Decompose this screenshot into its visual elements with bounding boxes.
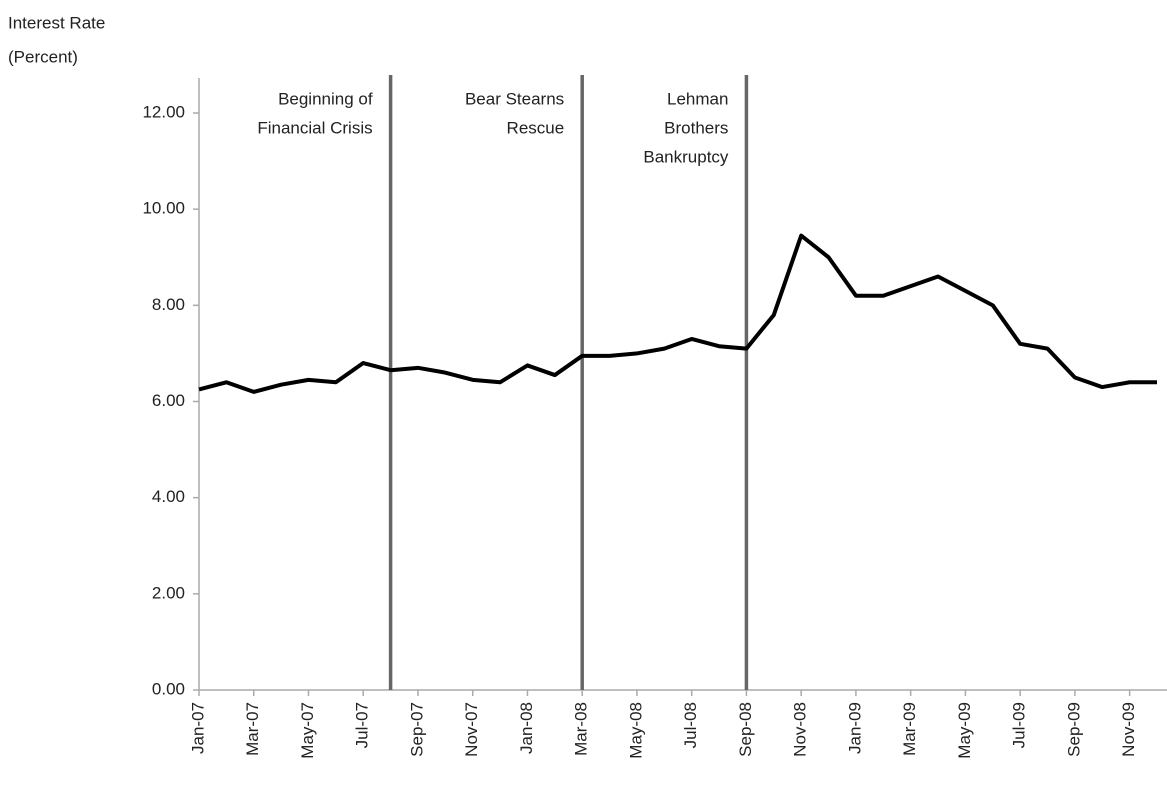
x-tick-label: Mar-07 xyxy=(243,702,262,756)
y-axis-title: (Percent) xyxy=(8,47,78,66)
x-tick-label: Nov-09 xyxy=(1119,702,1138,757)
annotation-text: Lehman xyxy=(667,89,728,108)
x-tick-label: Nov-08 xyxy=(791,702,810,757)
annotation-text: Bear Stearns xyxy=(465,89,564,108)
y-tick-label: 0.00 xyxy=(152,679,185,698)
x-tick-label: Jul-08 xyxy=(681,702,700,748)
annotation-text: Bankruptcy xyxy=(643,147,729,166)
y-axis-title: Interest Rate xyxy=(8,13,105,32)
y-tick-label: 2.00 xyxy=(152,583,185,602)
x-tick-label: May-08 xyxy=(626,702,645,759)
x-tick-label: Mar-09 xyxy=(900,702,919,756)
x-tick-label: May-07 xyxy=(298,702,317,759)
annotation-text: Brothers xyxy=(664,118,728,137)
y-tick-label: 12.00 xyxy=(142,102,185,121)
rate-line xyxy=(198,233,1157,394)
x-tick-label: Jul-09 xyxy=(1010,702,1029,748)
y-tick-label: 6.00 xyxy=(152,391,185,410)
y-tick-label: 4.00 xyxy=(152,487,185,506)
x-tick-label: Sep-09 xyxy=(1064,702,1083,757)
y-tick-label: 10.00 xyxy=(142,199,185,218)
x-tick-label: Jul-07 xyxy=(353,702,372,748)
x-tick-label: Jan-07 xyxy=(188,702,207,754)
x-tick-label: Jan-09 xyxy=(845,702,864,754)
annotation-text: Beginning of xyxy=(278,89,373,108)
x-tick-label: May-09 xyxy=(955,702,974,759)
x-tick-label: Mar-08 xyxy=(572,702,591,756)
x-tick-label: Jan-08 xyxy=(517,702,536,754)
x-tick-label: Sep-08 xyxy=(736,702,755,757)
x-tick-label: Nov-07 xyxy=(462,702,481,757)
x-tick-label: Sep-07 xyxy=(407,702,426,757)
annotation-text: Rescue xyxy=(507,118,565,137)
annotation-text: Financial Crisis xyxy=(257,118,372,137)
y-tick-label: 8.00 xyxy=(152,295,185,314)
